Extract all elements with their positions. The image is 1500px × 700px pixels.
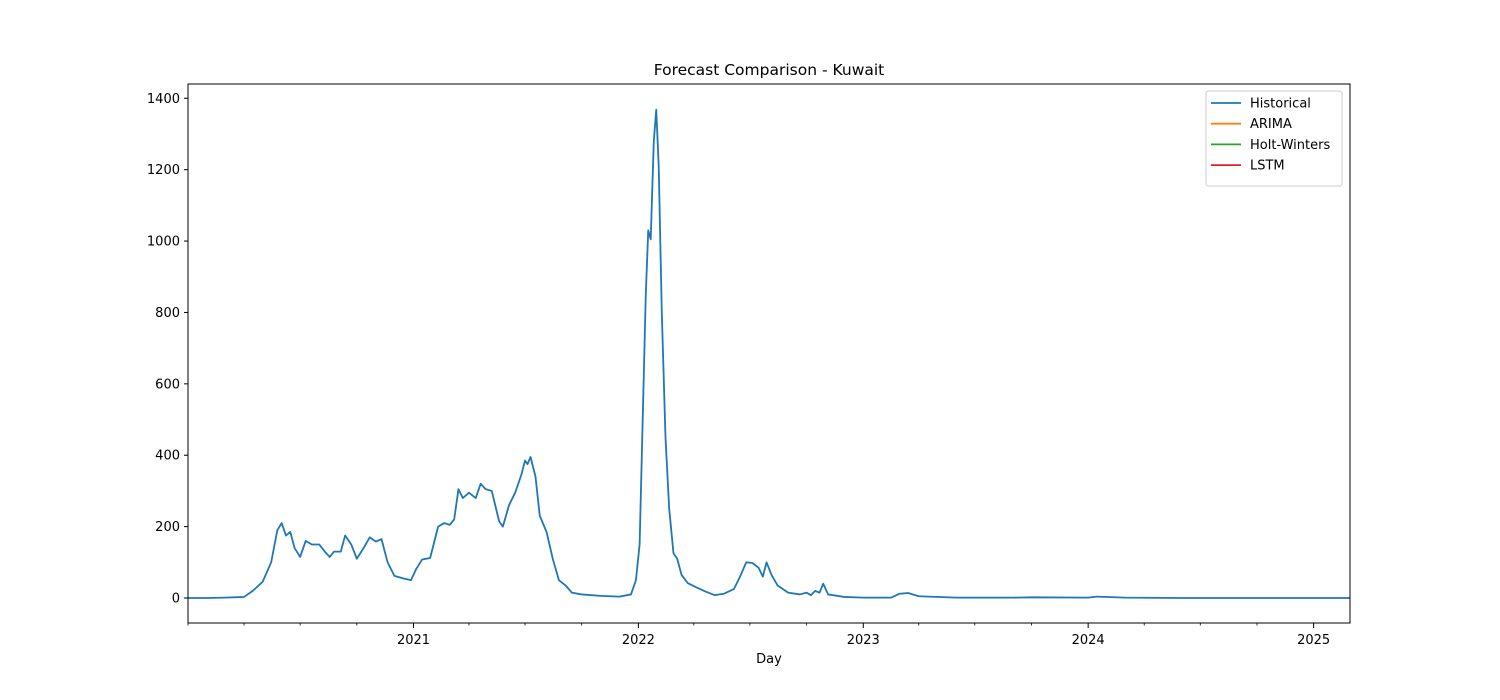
- x-tick-label: 2022: [622, 633, 655, 648]
- y-tick-label: 600: [155, 377, 180, 392]
- legend: Historical ARIMA Holt-Winters LSTM: [1205, 90, 1343, 187]
- y-tick-label: 1200: [147, 163, 180, 178]
- legend-box: [1205, 90, 1343, 187]
- legend-label: Historical: [1250, 97, 1311, 112]
- x-tick-label: 2025: [1297, 633, 1330, 648]
- x-tick-label: 2024: [1072, 633, 1105, 648]
- x-tick-label: 2023: [847, 633, 880, 648]
- legend-label: ARIMA: [1250, 117, 1292, 132]
- x-axis: 2021 2022 2023 2024 2025: [187, 623, 1330, 648]
- y-tick-label: 1400: [147, 92, 180, 107]
- legend-label: LSTM: [1250, 159, 1285, 174]
- plot-frame: [187, 83, 1351, 624]
- y-axis: 0 200 400 600 800 1000 1200 1400: [147, 92, 188, 607]
- y-tick-label: 400: [155, 449, 180, 464]
- plot-area: [188, 108, 1350, 599]
- series-line-0: [188, 108, 1350, 599]
- x-axis-label: Day: [756, 652, 782, 667]
- y-tick-label: 800: [155, 306, 180, 321]
- y-tick-label: 200: [155, 520, 180, 535]
- chart-title: Forecast Comparison - Kuwait: [654, 61, 885, 79]
- x-tick-label: 2021: [397, 633, 430, 648]
- y-tick-label: 0: [172, 592, 180, 607]
- legend-label: Holt-Winters: [1250, 138, 1330, 153]
- y-tick-label: 1000: [147, 235, 180, 250]
